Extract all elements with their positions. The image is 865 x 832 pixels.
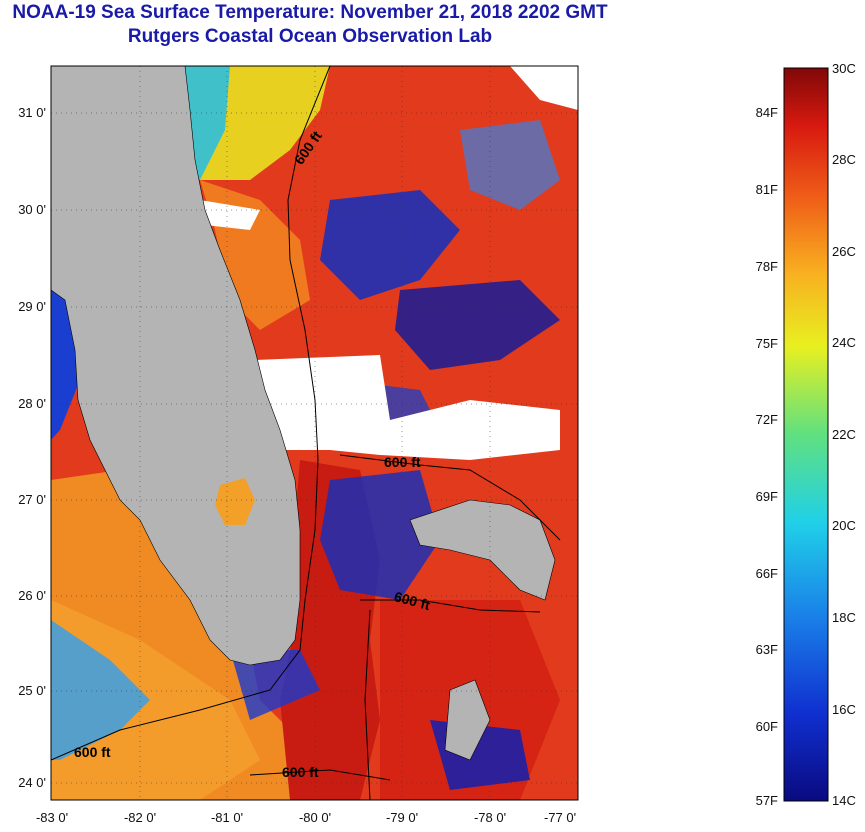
- lat-tick: 24 0': [18, 775, 46, 790]
- cb-fahrenheit-label: 81F: [756, 182, 778, 197]
- lat-tick: 28 0': [18, 396, 46, 411]
- gulf-cool-patch: [51, 620, 150, 760]
- colorbar-gradient: [783, 67, 829, 802]
- cb-celsius-label: 20C: [832, 518, 856, 533]
- cb-celsius-label: 18C: [832, 610, 856, 625]
- bahamas-bank: [409, 499, 556, 601]
- cb-celsius-label: 24C: [832, 335, 856, 350]
- cb-celsius-label: 30C: [832, 61, 856, 76]
- cb-celsius-label: 28C: [832, 152, 856, 167]
- sst-map: [51, 66, 578, 800]
- figure-subtitle: Rutgers Coastal Ocean Observation Lab: [127, 26, 493, 47]
- keys-cold-patch: [230, 650, 320, 720]
- lon-tick: -79 0': [386, 810, 418, 825]
- colorbar: 30C 28C 26C 24C 22C 20C 18C 16C 14C 84F …: [756, 61, 856, 808]
- map-frame: [50, 65, 579, 801]
- lon-tick: -80 0': [299, 810, 331, 825]
- contour-label-south: 600 ft: [282, 764, 319, 780]
- lon-tick: -82 0': [124, 810, 156, 825]
- cb-fahrenheit-label: 69F: [756, 489, 778, 504]
- north-shelf-cool: [185, 66, 230, 180]
- cold-filament-3: [320, 470, 440, 600]
- lat-tick: 29 0': [18, 299, 46, 314]
- cb-fahrenheit-label: 66F: [756, 566, 778, 581]
- cb-fahrenheit-label: 57F: [756, 793, 778, 808]
- lat-tick: 30 0': [18, 202, 46, 217]
- lon-tick: -83 0': [36, 810, 68, 825]
- andros-island: [444, 679, 491, 761]
- figure-title: NOAA-19 Sea Surface Temperature: Novembe…: [12, 2, 608, 23]
- cb-fahrenheit-label: 60F: [756, 719, 778, 734]
- cold-filament-2: [395, 280, 560, 370]
- isobath-600ft: [51, 66, 561, 800]
- cb-celsius-label: 16C: [832, 702, 856, 717]
- lon-tick: -78 0': [474, 810, 506, 825]
- cloud-patch-4: [510, 66, 578, 110]
- contour-label-bahamas: 600 ft: [384, 454, 421, 470]
- lat-tick: 27 0': [18, 492, 46, 507]
- cloud-cover: [255, 355, 560, 460]
- cb-celsius-label: 26C: [832, 244, 856, 259]
- lat-tick: 26 0': [18, 588, 46, 603]
- gulf-shelf-water: [51, 600, 260, 800]
- lat-tick: 25 0': [18, 683, 46, 698]
- cb-fahrenheit-label: 63F: [756, 642, 778, 657]
- cb-fahrenheit-label: 75F: [756, 336, 778, 351]
- lon-tick: -81 0': [211, 810, 243, 825]
- contour-label-gulf: 600 ft: [74, 744, 111, 760]
- lake-okeechobee: [215, 478, 255, 525]
- cold-filament-1: [320, 190, 460, 300]
- lon-axis: -83 0' -82 0' -81 0' -80 0' -79 0' -78 0…: [36, 810, 576, 825]
- lon-tick: -77 0': [544, 810, 576, 825]
- cb-fahrenheit-label: 72F: [756, 412, 778, 427]
- cb-celsius-label: 14C: [832, 793, 856, 808]
- cb-celsius-label: 22C: [832, 427, 856, 442]
- cb-fahrenheit-label: 78F: [756, 259, 778, 274]
- cb-fahrenheit-label: 84F: [756, 105, 778, 120]
- lat-axis: 31 0' 30 0' 29 0' 28 0' 27 0' 26 0' 25 0…: [18, 105, 46, 790]
- lat-tick: 31 0': [18, 105, 46, 120]
- cloud-patch-2: [200, 200, 260, 230]
- cold-filament-4: [460, 120, 560, 210]
